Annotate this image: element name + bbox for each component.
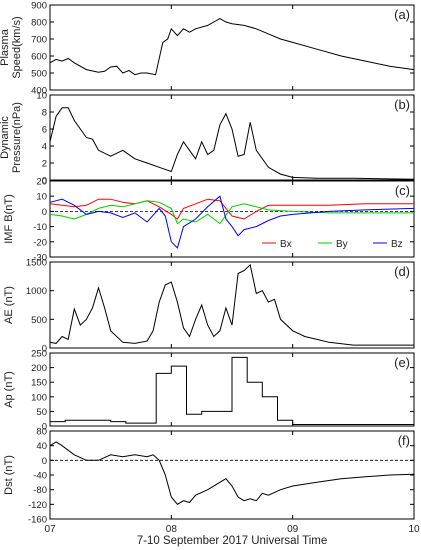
y-axis-label: Pressure(nPa): [11, 102, 23, 173]
y-tick-label: 80: [36, 427, 47, 438]
y-tick-label: 0: [42, 422, 47, 433]
y-tick-label: 500: [31, 315, 47, 326]
series-line-bx: [49, 198, 414, 220]
panel-label: (b): [394, 97, 410, 112]
y-tick-label: 100: [31, 392, 47, 403]
y-axis-label: Dst (nT): [3, 455, 15, 495]
panel-label: (e): [394, 355, 410, 370]
panel-frame: [49, 4, 415, 91]
panel-label: (f): [398, 433, 410, 448]
series-line: [49, 107, 415, 180]
y-tick-label: -120: [28, 500, 47, 511]
y-axis-label: Speed(km/s): [11, 16, 23, 78]
series-line-by: [49, 200, 414, 225]
panel-frame: [49, 430, 415, 520]
y-tick-label: 2: [42, 159, 47, 170]
y-tick-label: 20: [36, 177, 47, 188]
y-tick-label: 500: [31, 69, 47, 80]
y-tick-label: 800: [31, 18, 47, 29]
panel-label: (c): [395, 183, 410, 198]
legend-label-bz: Bz: [391, 239, 403, 250]
y-tick-label: 10: [36, 91, 47, 102]
y-tick-label: -40: [33, 471, 47, 482]
y-tick-label: 0: [42, 176, 47, 187]
y-axis-label: IMF B(nT): [3, 194, 15, 244]
y-tick-label: 700: [31, 35, 47, 46]
y-tick-label: 8: [42, 108, 47, 119]
y-tick-label: 400: [31, 86, 47, 97]
y-tick-label: 250: [31, 349, 47, 360]
y-tick-label: -20: [33, 237, 47, 248]
series-line: [49, 18, 415, 76]
panel-label: (a): [394, 7, 410, 22]
x-tick-label: 10: [408, 524, 420, 535]
x-tick-label: 07: [44, 524, 56, 535]
y-tick-label: -80: [33, 485, 47, 496]
panel-label: (d): [394, 264, 410, 279]
y-axis-label: Ap (nT): [3, 371, 15, 408]
y-tick-label: 150: [31, 378, 47, 389]
legend-label-bx: Bx: [280, 239, 292, 250]
panel-frame: [49, 352, 415, 427]
series-line: [50, 356, 414, 425]
y-tick-label: -10: [33, 222, 47, 233]
legend-label-by: By: [336, 239, 348, 250]
y-axis-label: AE (nT): [3, 286, 15, 324]
y-tick-label: 0: [42, 207, 47, 218]
y-tick-label: 6: [42, 125, 47, 136]
y-tick-label: 4: [42, 142, 47, 153]
panel-frame: [49, 180, 415, 258]
y-tick-label: -30: [33, 253, 47, 264]
y-axis-label: Dynamic: [0, 116, 11, 159]
y-tick-label: 600: [31, 52, 47, 63]
y-tick-label: 10: [36, 192, 47, 203]
y-tick-label: 1500: [26, 258, 47, 269]
y-tick-label: 50: [36, 407, 47, 418]
series-line: [49, 441, 415, 505]
panel-frame: [49, 261, 415, 349]
y-tick-label: -160: [28, 515, 47, 526]
y-tick-label: 40: [36, 441, 47, 452]
series-line: [49, 263, 414, 346]
x-tick-label: 08: [166, 524, 178, 535]
y-tick-label: 200: [31, 363, 47, 374]
panel-frame: [49, 94, 415, 181]
y-tick-label: 1000: [26, 286, 47, 297]
y-tick-label: 900: [31, 1, 47, 12]
y-tick-label: 0: [42, 456, 47, 467]
x-tick-label: 09: [287, 524, 299, 535]
y-axis-label: Plasma: [0, 28, 11, 66]
y-tick-label: 0: [42, 344, 47, 355]
series-line-bz: [49, 195, 415, 249]
x-axis-label: 7-10 September 2017 Universal Time: [137, 535, 328, 547]
